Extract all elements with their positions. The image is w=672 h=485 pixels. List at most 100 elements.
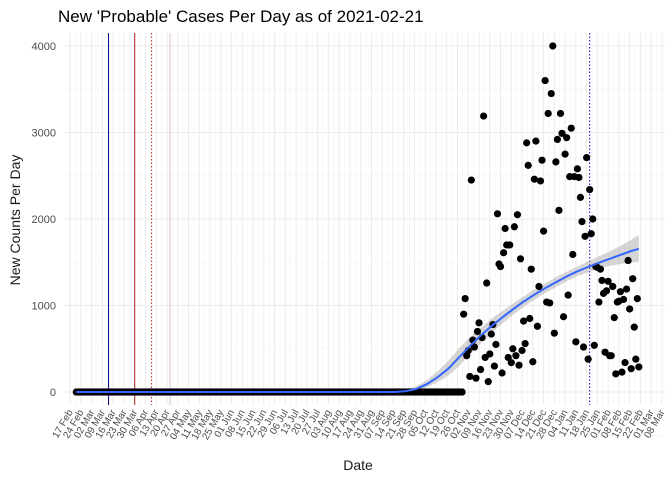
data-point: [501, 224, 509, 233]
data-point: [492, 340, 500, 349]
data-point: [476, 365, 485, 374]
data-point: [583, 153, 591, 162]
data-point: [573, 165, 581, 173]
data-point: [484, 378, 492, 386]
y-tick-label: 0: [50, 387, 56, 399]
data-point: [480, 112, 488, 120]
data-point: [630, 323, 638, 331]
smooth-line: [76, 247, 640, 393]
data-point: [627, 365, 635, 373]
data-point: [467, 176, 475, 184]
data-point: [538, 156, 546, 164]
data-point: [575, 173, 583, 182]
data-point: [596, 265, 605, 273]
data-point: [544, 109, 552, 118]
data-point: [619, 295, 628, 304]
data-point: [458, 388, 466, 396]
data-point: [589, 215, 597, 223]
data-point: [587, 230, 595, 238]
data-point: [552, 158, 560, 166]
data-point: [567, 124, 575, 132]
data-point: [612, 370, 620, 378]
chart-title: New 'Probable' Cases Per Day as of 2021-…: [58, 7, 424, 26]
data-point: [536, 177, 545, 185]
data-point: [539, 227, 548, 235]
data-point: [486, 350, 494, 358]
data-point: [466, 372, 474, 381]
data-point: [547, 89, 555, 98]
y-tick-label: 2000: [32, 214, 56, 226]
data-point: [607, 352, 615, 360]
data-point: [532, 137, 540, 145]
data-point: [621, 359, 629, 367]
y-tick-label: 4000: [32, 41, 56, 53]
data-point: [590, 341, 598, 349]
data-point: [602, 287, 611, 295]
data-point: [518, 346, 526, 355]
data-point: [550, 329, 558, 337]
data-point: [553, 135, 562, 144]
data-point: [586, 185, 594, 194]
y-axis-tick-labels: 0 1000 2000 3000 4000: [32, 41, 56, 399]
data-point: [569, 250, 577, 259]
data-point: [581, 232, 589, 240]
data-point: [616, 288, 625, 296]
smooth-trend-line: [76, 247, 640, 393]
data-point: [461, 294, 469, 303]
data-point: [487, 330, 495, 338]
data-point: [519, 317, 528, 325]
data-point: [533, 322, 542, 330]
data-point: [526, 314, 534, 323]
y-tick-label: 3000: [32, 127, 56, 139]
data-point: [584, 355, 592, 363]
data-point: [483, 279, 491, 287]
data-point: [516, 255, 525, 263]
data-point: [523, 139, 531, 147]
data-point: [546, 299, 554, 307]
data-point: [564, 291, 572, 299]
data-point: [512, 352, 520, 360]
data-point: [541, 76, 549, 85]
data-point: [579, 343, 588, 351]
data-point: [595, 298, 603, 306]
data-point: [624, 256, 632, 265]
data-point: [559, 313, 568, 321]
data-point: [500, 249, 508, 257]
y-axis-title: New Counts Per Day: [7, 155, 23, 286]
data-point: [490, 362, 498, 370]
data-point: [530, 175, 538, 183]
data-point: [535, 282, 543, 291]
data-point: [629, 275, 637, 283]
data-point: [604, 277, 612, 285]
data-point: [460, 310, 468, 318]
data-point: [524, 161, 532, 169]
data-point: [598, 276, 606, 285]
data-point: [618, 368, 626, 376]
data-point: [472, 374, 480, 382]
data-point: [556, 109, 565, 118]
data-point: [555, 206, 563, 214]
data-point: [509, 345, 517, 353]
data-point: [473, 327, 482, 336]
data-point: [609, 282, 617, 291]
data-point: [504, 353, 512, 362]
data-point: [470, 343, 479, 351]
data-point: [496, 262, 505, 271]
data-point: [493, 210, 502, 218]
data-point: [529, 358, 537, 366]
data-point: [626, 305, 634, 313]
data-point: [513, 211, 522, 219]
data-point: [515, 361, 523, 369]
data-points: [460, 42, 643, 386]
data-point: [633, 294, 641, 303]
data-point: [561, 150, 569, 158]
y-tick-label: 1000: [32, 301, 56, 313]
data-point: [576, 193, 585, 201]
data-point: [578, 217, 586, 226]
data-point: [498, 369, 506, 377]
data-point: [510, 223, 518, 231]
data-point: [622, 285, 631, 293]
data-point: [506, 241, 514, 249]
